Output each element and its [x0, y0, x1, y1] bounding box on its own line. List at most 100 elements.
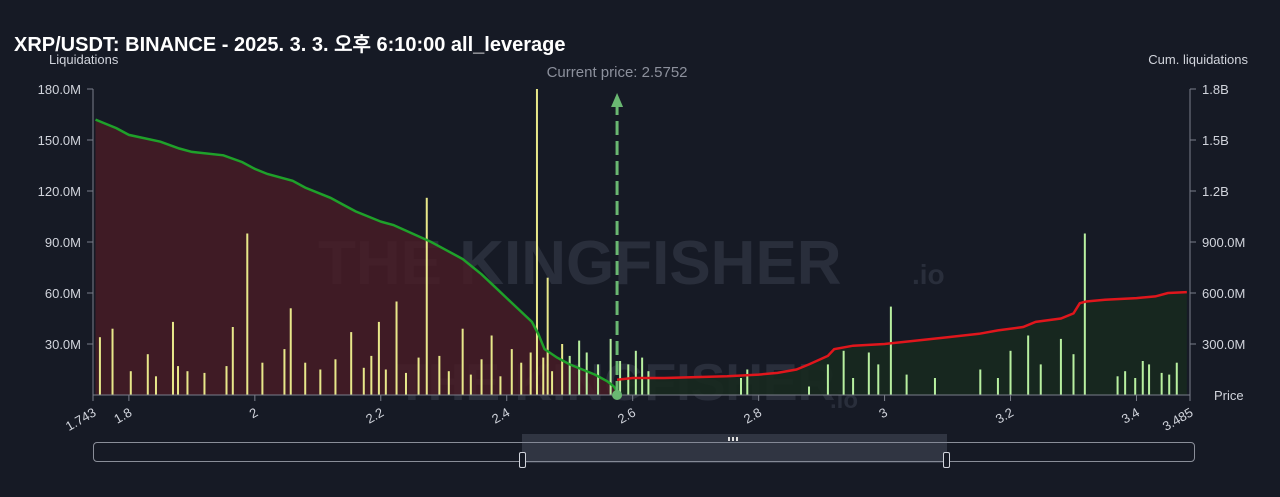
y-right-tick-label: 300.0M	[1202, 337, 1245, 352]
short-liquidation-bar	[933, 378, 936, 395]
long-liquidation-bar	[370, 355, 373, 395]
long-liquidation-bar	[246, 233, 249, 395]
short-liquidation-bar	[808, 386, 811, 395]
long-liquidation-bar	[490, 335, 493, 395]
long-liquidation-bar	[304, 362, 307, 395]
short-liquidation-bar	[1160, 372, 1163, 395]
short-liquidation-bar	[826, 364, 829, 395]
long-liquidation-bar	[417, 357, 420, 395]
long-liquidation-bar	[111, 328, 114, 395]
long-liquidation-bar	[362, 367, 365, 395]
y-right-axis-title: Cum. liquidations	[1148, 52, 1248, 67]
short-cum-line	[616, 290, 1187, 381]
long-liquidation-bar	[480, 359, 483, 395]
long-liquidation-bar	[231, 327, 234, 395]
x-tick-label: 2.2	[363, 405, 386, 427]
long-liquidation-bar	[129, 371, 132, 395]
long-liquidation-bar	[561, 344, 564, 395]
long-liquidation-bar	[171, 321, 174, 395]
long-liquidation-bar	[395, 301, 398, 395]
short-cum-area	[617, 292, 1187, 395]
y-left-axis-title: Liquidations	[49, 52, 119, 67]
long-cum-line	[95, 118, 619, 393]
x-tick-label: 2	[247, 405, 261, 422]
range-navigator[interactable]	[93, 434, 1195, 468]
x-tick-label: 1.743	[63, 405, 99, 434]
long-liquidation-bar	[177, 366, 180, 395]
y-left-tick-label: 30.0M	[45, 337, 81, 352]
short-liquidation-bar	[1134, 378, 1137, 395]
short-liquidation-bar	[1148, 364, 1151, 395]
short-liquidation-bar	[1039, 364, 1042, 395]
long-liquidation-bar	[529, 352, 532, 395]
short-liquidation-bar	[641, 357, 644, 395]
long-liquidation-bar	[384, 369, 387, 395]
y-left-tick-label: 90.0M	[45, 235, 81, 250]
y-left-tick-label: 120.0M	[38, 184, 81, 199]
short-liquidation-bar	[609, 338, 612, 395]
short-liquidation-bar	[1027, 335, 1030, 395]
y-left-tick-label: 60.0M	[45, 286, 81, 301]
navigator-right-handle[interactable]	[943, 452, 950, 468]
navigator-left-handle[interactable]	[519, 452, 526, 468]
long-liquidation-bar	[283, 349, 286, 395]
y-left-tick-label: 150.0M	[38, 133, 81, 148]
short-liquidation-bar	[1175, 362, 1178, 395]
long-liquidation-bar	[186, 371, 189, 395]
short-liquidation-bar	[1141, 361, 1144, 395]
chart-title: XRP/USDT: BINANCE - 2025. 3. 3. 오후 6:10:…	[14, 34, 566, 56]
short-liquidation-bar	[889, 306, 892, 395]
short-liquidation-bar	[996, 378, 999, 395]
x-tick-label: 3.2	[993, 405, 1016, 427]
short-liquidation-bar	[1072, 354, 1075, 395]
watermark-suffix: .io	[912, 259, 945, 290]
short-liquidation-bar	[647, 371, 650, 395]
short-liquidation-bar	[1124, 371, 1127, 395]
current-price-arrow-icon	[611, 93, 624, 107]
short-liquidation-bar	[1059, 338, 1062, 395]
long-liquidation-bar	[146, 354, 149, 395]
short-liquidation-bar	[877, 364, 880, 395]
long-liquidation-bar	[334, 359, 337, 395]
short-liquidation-bar	[1009, 350, 1012, 395]
long-liquidation-bar	[350, 332, 353, 395]
long-liquidation-bar	[425, 197, 428, 395]
short-liquidation-bar	[905, 374, 908, 395]
long-liquidation-bar	[319, 369, 322, 395]
navigator-grip-icon[interactable]	[728, 437, 738, 441]
long-liquidation-bar	[461, 328, 464, 395]
long-liquidation-bar	[510, 349, 513, 395]
y-right-tick-label: 900.0M	[1202, 235, 1245, 250]
long-cum-area	[95, 119, 618, 395]
long-liquidation-bar	[225, 366, 228, 395]
long-liquidation-bar	[546, 277, 549, 395]
y-right-tick-label: 1.2B	[1202, 184, 1229, 199]
x-tick-label: 3.485	[1160, 405, 1196, 434]
short-liquidation-bar	[568, 355, 571, 395]
long-liquidation-bar	[499, 376, 502, 395]
short-liquidation-bar	[842, 350, 845, 395]
current-price-label: Current price: 2.5752	[547, 64, 688, 81]
long-liquidation-bar	[520, 362, 523, 395]
long-liquidation-bar	[404, 372, 407, 395]
long-liquidation-bar	[203, 372, 206, 395]
navigator-window[interactable]	[522, 434, 947, 463]
x-tick-label: 3.4	[1119, 405, 1142, 427]
short-liquidation-bar	[852, 378, 855, 395]
long-liquidation-bar	[535, 89, 538, 395]
y-right-tick-label: 1.5B	[1202, 133, 1229, 148]
long-liquidation-bar	[377, 321, 380, 395]
current-price-dot	[612, 390, 623, 400]
short-liquidation-bar	[739, 378, 742, 395]
short-liquidation-bar	[746, 369, 749, 395]
short-liquidation-bar	[634, 350, 637, 395]
short-liquidation-bar	[619, 361, 622, 395]
short-liquidation-bar	[1116, 376, 1119, 395]
liquidation-chart: Liquidations Cum. liquidations Price THE…	[38, 52, 1249, 434]
short-liquidation-bar	[1168, 374, 1171, 395]
long-liquidation-bar	[98, 337, 101, 395]
short-liquidation-bar	[867, 352, 870, 395]
short-liquidation-bar	[1083, 233, 1086, 395]
long-liquidation-bar	[469, 374, 472, 395]
y-right-tick-label: 1.8B	[1202, 82, 1229, 97]
